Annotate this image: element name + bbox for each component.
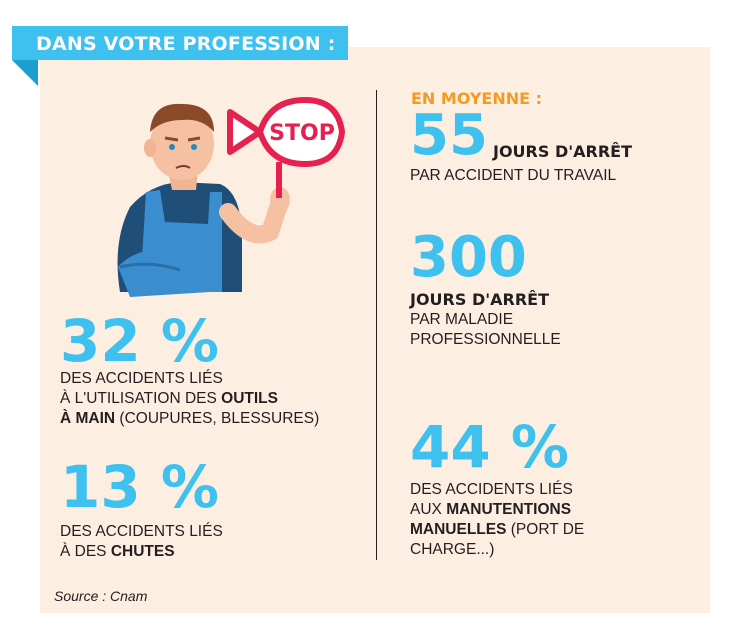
stat-55-unit: JOURS D'ARRÊT xyxy=(493,142,633,161)
stat-13-value: 13 % xyxy=(60,453,220,521)
banner xyxy=(12,26,348,60)
stop-sign-text: STOP xyxy=(269,121,335,146)
stat-300-line1: PAR MALADIE xyxy=(410,311,514,328)
worker-stop-illustration: STOP xyxy=(117,97,345,297)
column-divider xyxy=(376,90,377,560)
stat-55-line: PAR ACCIDENT DU TRAVAIL xyxy=(410,167,617,184)
stat-44-value: 44 % xyxy=(410,413,570,481)
stat-300-line2: PROFESSIONNELLE xyxy=(410,331,561,348)
stat-300-value: 300 xyxy=(410,225,527,290)
stat-44-line1: DES ACCIDENTS LIÉS xyxy=(410,481,573,498)
stat-32-line2: À L'UTILISATION DES OUTILS xyxy=(60,390,278,407)
stat-13-line2: À DES CHUTES xyxy=(60,543,175,560)
banner-fold xyxy=(12,60,38,86)
stat-44-line4: CHARGE...) xyxy=(410,541,495,558)
stat-44-line2: AUX MANUTENTIONS xyxy=(410,501,572,518)
stat-44-line3: MANUELLES (PORT DE xyxy=(410,521,585,538)
source-note: Source : Cnam xyxy=(54,588,148,604)
average-label: EN MOYENNE : xyxy=(411,89,543,108)
stat-32-line3: À MAIN (COUPURES, BLESSURES) xyxy=(60,410,320,427)
banner-title: DANS VOTRE PROFESSION : xyxy=(36,33,336,55)
stat-32-value: 32 % xyxy=(60,307,220,375)
stat-32-line1: DES ACCIDENTS LIÉS xyxy=(60,370,223,387)
stat-13-line1: DES ACCIDENTS LIÉS xyxy=(60,523,223,540)
stat-300-unit: JOURS D'ARRÊT xyxy=(410,290,550,309)
stat-55-value: 55 xyxy=(410,103,488,168)
